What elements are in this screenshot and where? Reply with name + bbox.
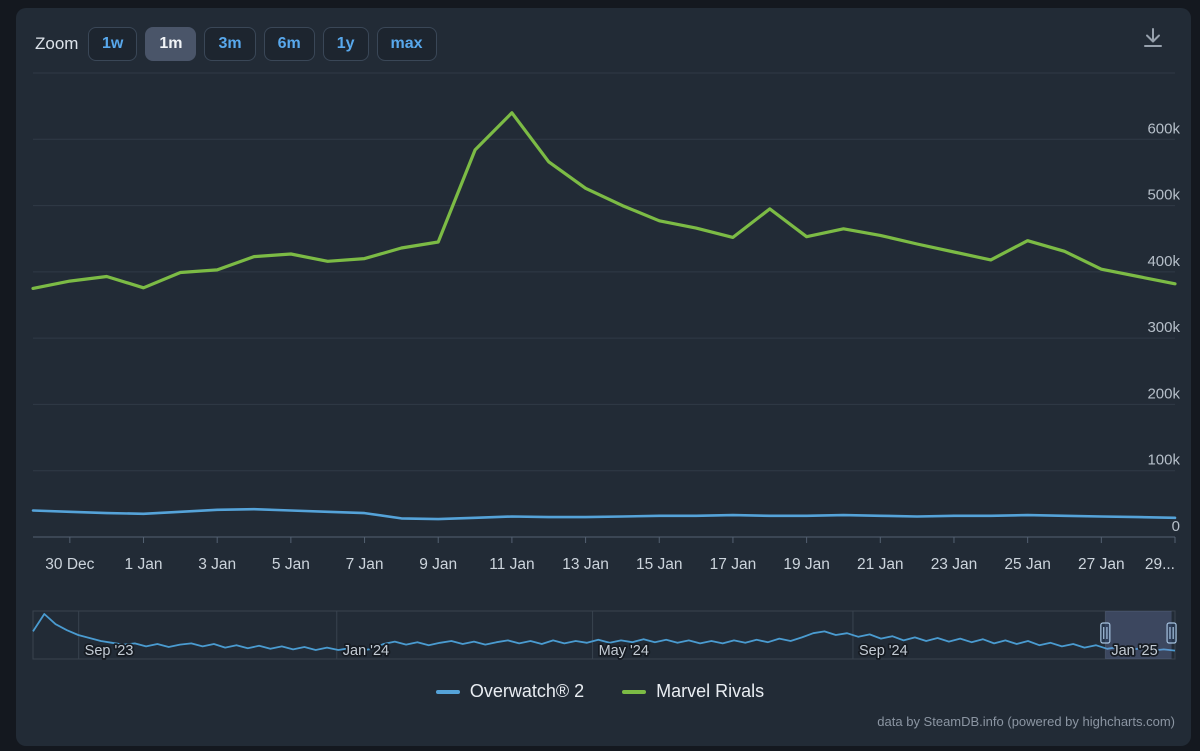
- x-axis-label: 3 Jan: [198, 556, 236, 573]
- download-chart-button[interactable]: [1136, 22, 1170, 56]
- navigator-handle-left[interactable]: [1100, 622, 1111, 644]
- y-axis-label: 0: [1172, 518, 1180, 535]
- zoom-button-6m[interactable]: 6m: [263, 27, 315, 61]
- x-axis-label: 13 Jan: [562, 556, 609, 573]
- zoom-button-1m[interactable]: 1m: [145, 27, 197, 61]
- legend-series-label: Marvel Rivals: [656, 681, 765, 701]
- y-axis-label: 200k: [1147, 385, 1180, 402]
- x-axis-label: 7 Jan: [346, 556, 384, 573]
- y-axis-label: 500k: [1147, 187, 1180, 204]
- overwatch-2-line[interactable]: [31, 507, 1177, 521]
- x-axis-label: 11 Jan: [489, 556, 534, 573]
- navigator-selected-range[interactable]: [1105, 611, 1172, 659]
- x-axis-label: 5 Jan: [272, 556, 310, 573]
- x-axis-label: 17 Jan: [710, 556, 757, 573]
- y-axis-label: 400k: [1147, 253, 1180, 270]
- x-axis-label: 9 Jan: [419, 556, 457, 573]
- zoom-button-max[interactable]: max: [376, 27, 437, 61]
- navigator-axis-label: Sep '24: [859, 643, 908, 659]
- x-axis-label: 30 Dec: [45, 556, 94, 573]
- zoom-button-1w[interactable]: 1w: [88, 27, 138, 61]
- legend-item-marvel-rivals[interactable]: Marvel Rivals: [622, 681, 764, 702]
- x-axis-label: 23 Jan: [931, 556, 978, 573]
- plot-area[interactable]: [33, 73, 1175, 537]
- x-axis-label: 27 Jan: [1078, 556, 1125, 573]
- x-axis-label: 21 Jan: [857, 556, 904, 573]
- y-axis-label: 300k: [1147, 319, 1180, 336]
- legend-series-label: Overwatch® 2: [469, 681, 585, 701]
- navigator-axis-label: Jan '24: [343, 643, 389, 659]
- chart-card: [16, 8, 1191, 746]
- zoom-button-1y[interactable]: 1y: [322, 27, 369, 61]
- chart-credits[interactable]: data by SteamDB.info (powered by highcha…: [877, 714, 1175, 729]
- legend-series-dash: [622, 689, 647, 694]
- navigator-axis-label: Jan '25: [1111, 643, 1157, 659]
- x-axis-label: 15 Jan: [636, 556, 683, 573]
- legend-item-overwatch-2[interactable]: Overwatch® 2: [435, 681, 585, 702]
- x-axis-label: 19 Jan: [783, 556, 830, 573]
- navigator-handle-right[interactable]: [1166, 622, 1177, 644]
- download-icon: [1144, 28, 1162, 47]
- navigator-axis-label: Sep '23: [85, 643, 134, 659]
- navigator-axis-label: May '24: [599, 643, 649, 659]
- x-axis-label: 29...: [1145, 556, 1175, 573]
- marvel-rivals-line[interactable]: [31, 111, 1177, 290]
- zoom-button-3m[interactable]: 3m: [204, 27, 256, 61]
- y-axis-label: 100k: [1147, 452, 1180, 469]
- navigator-series-line: [32, 613, 1176, 652]
- chart-legend: Overwatch® 2 Marvel Rivals: [0, 681, 1200, 702]
- legend-series-dash: [435, 689, 460, 694]
- zoom-range-label: Zoom: [35, 34, 79, 53]
- x-axis-label: 1 Jan: [125, 556, 163, 573]
- x-axis-label: 25 Jan: [1004, 556, 1051, 573]
- y-axis-label: 600k: [1147, 120, 1180, 137]
- zoom-toolbar: 1w 1m 3m 6m 1y max: [88, 27, 437, 61]
